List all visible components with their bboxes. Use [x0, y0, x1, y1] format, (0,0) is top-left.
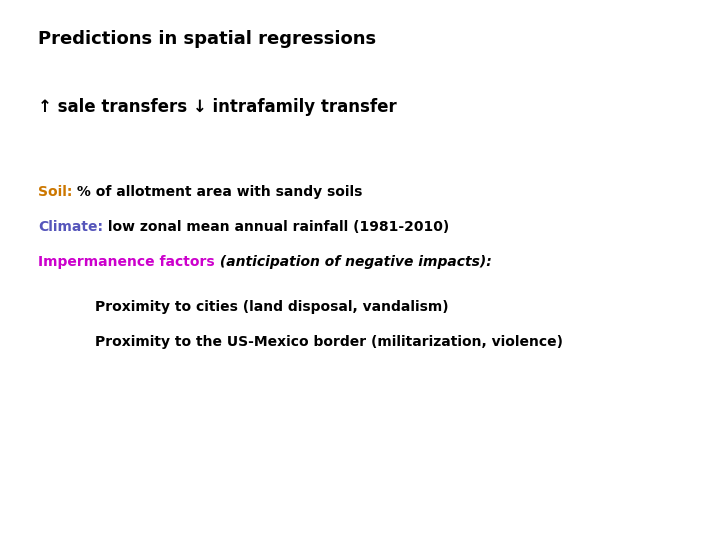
Text: ↑ sale transfers ↓ intrafamily transfer: ↑ sale transfers ↓ intrafamily transfer — [38, 98, 397, 116]
Text: (anticipation of negative impacts):: (anticipation of negative impacts): — [215, 255, 491, 269]
Text: Soil:: Soil: — [38, 185, 73, 199]
Text: low zonal mean annual rainfall (1981-2010): low zonal mean annual rainfall (1981-201… — [103, 220, 449, 234]
Text: Predictions in spatial regressions: Predictions in spatial regressions — [38, 30, 376, 48]
Text: Proximity to cities (land disposal, vandalism): Proximity to cities (land disposal, vand… — [95, 300, 449, 314]
Text: Proximity to the US-Mexico border (militarization, violence): Proximity to the US-Mexico border (milit… — [95, 335, 563, 349]
Text: Impermanence factors: Impermanence factors — [38, 255, 215, 269]
Text: % of allotment area with sandy soils: % of allotment area with sandy soils — [73, 185, 363, 199]
Text: Climate:: Climate: — [38, 220, 103, 234]
